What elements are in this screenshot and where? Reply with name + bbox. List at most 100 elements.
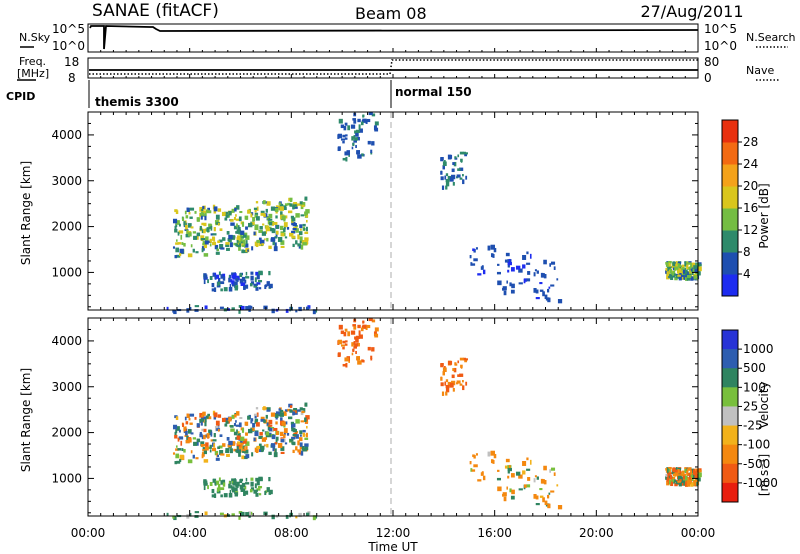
power-cell bbox=[201, 229, 204, 234]
power-cell bbox=[451, 168, 455, 173]
power-cell bbox=[250, 213, 253, 218]
power-cell bbox=[281, 215, 286, 220]
velocity-cell bbox=[270, 427, 275, 430]
velocity-colorbar: 1000 500 100 25 -25 -100 -500 -1000 bbox=[721, 329, 778, 503]
velocity-cell bbox=[261, 449, 264, 452]
velocity-cell bbox=[442, 371, 446, 376]
power-cell bbox=[670, 270, 676, 275]
velocity-cell bbox=[254, 431, 259, 437]
power-cell bbox=[686, 266, 692, 270]
velocity-cell bbox=[206, 433, 210, 439]
velocity-cell bbox=[181, 448, 184, 452]
power-colorbar: 4 8 12 16 20 24 28 bbox=[721, 119, 758, 297]
power-cell bbox=[542, 273, 545, 278]
velocity-cell bbox=[254, 418, 259, 422]
power-cell bbox=[276, 225, 279, 230]
velocity-cell bbox=[266, 443, 269, 448]
colorbar-segment bbox=[722, 274, 738, 297]
power-cell bbox=[242, 244, 246, 247]
velocity-cell bbox=[177, 437, 180, 442]
power-cell bbox=[280, 245, 285, 249]
power-cell bbox=[440, 176, 444, 181]
power-cell bbox=[344, 137, 348, 140]
power-cell bbox=[245, 226, 248, 230]
power-cell bbox=[239, 273, 243, 278]
power-cell bbox=[265, 201, 268, 204]
power-cell bbox=[231, 307, 235, 311]
velocity-cell bbox=[533, 494, 537, 499]
velocity-cell bbox=[203, 480, 208, 486]
power-cell bbox=[347, 125, 351, 131]
velocity-cell bbox=[289, 438, 294, 442]
velocity-cell bbox=[682, 475, 685, 480]
power-cell bbox=[245, 235, 250, 240]
power-cell bbox=[667, 267, 669, 273]
velocity-cell bbox=[473, 464, 478, 468]
power-cell bbox=[292, 202, 296, 207]
power-cell bbox=[235, 277, 239, 282]
velocity-cell bbox=[231, 441, 235, 446]
velocity-cell bbox=[526, 457, 529, 461]
velocity-cell bbox=[356, 342, 360, 347]
colorbar-segment bbox=[722, 252, 738, 275]
power-cell bbox=[258, 270, 263, 275]
velocity-cell bbox=[299, 446, 304, 450]
velocity-cell bbox=[175, 416, 179, 421]
velocity-cell bbox=[666, 480, 670, 486]
power-cell bbox=[539, 289, 544, 292]
velocity-panel-frame bbox=[87, 317, 699, 517]
velocity-cell bbox=[252, 422, 256, 428]
power-cell bbox=[534, 269, 537, 272]
power-cell bbox=[312, 309, 316, 315]
power-cell bbox=[177, 242, 182, 245]
power-cell bbox=[358, 124, 361, 130]
velocity-cell bbox=[244, 449, 249, 454]
power-cell bbox=[690, 264, 693, 269]
power-cell bbox=[233, 225, 238, 230]
power-cell bbox=[240, 230, 245, 235]
power-cell bbox=[236, 237, 241, 241]
power-cell bbox=[218, 281, 221, 285]
velocity-cell bbox=[254, 483, 257, 489]
velocity-cell bbox=[228, 440, 233, 446]
power-colorbar-label: Power [dB] bbox=[757, 183, 771, 248]
power-cell bbox=[677, 263, 680, 268]
velocity-cell bbox=[226, 437, 230, 441]
power-cell bbox=[256, 274, 260, 280]
power-cell bbox=[195, 251, 199, 254]
power-cell bbox=[264, 285, 267, 290]
velocity-cell bbox=[185, 421, 189, 425]
velocity-cell bbox=[300, 450, 304, 456]
power-cell bbox=[230, 222, 235, 226]
velocity-cell bbox=[304, 417, 307, 422]
velocity-cell bbox=[506, 486, 508, 490]
power-cell bbox=[175, 220, 180, 225]
velocity-cell bbox=[266, 487, 270, 492]
power-cell bbox=[236, 240, 239, 243]
velocity-cell bbox=[271, 514, 275, 520]
power-cell bbox=[305, 226, 308, 232]
power-cell bbox=[302, 242, 307, 246]
velocity-cell bbox=[677, 475, 683, 481]
velocity-cell bbox=[667, 472, 671, 477]
power-cell bbox=[473, 258, 478, 262]
velocity-cell bbox=[175, 448, 179, 451]
velocity-cell bbox=[254, 447, 259, 453]
velocity-cell bbox=[212, 439, 217, 442]
power-cell bbox=[228, 286, 233, 292]
power-cell bbox=[272, 241, 275, 246]
power-cell bbox=[515, 265, 521, 270]
velocity-cell bbox=[240, 436, 245, 441]
velocity-cell bbox=[253, 489, 258, 492]
power-cell bbox=[255, 216, 260, 221]
velocity-cell bbox=[202, 412, 205, 416]
power-cell bbox=[254, 277, 257, 283]
power-cell bbox=[343, 126, 347, 131]
velocity-cell bbox=[215, 480, 220, 485]
velocity-cell bbox=[222, 443, 226, 447]
velocity-cell bbox=[194, 416, 197, 420]
power-cell bbox=[223, 211, 229, 216]
power-cell bbox=[454, 156, 457, 159]
power-cell bbox=[247, 249, 249, 252]
velocity-cell bbox=[686, 477, 689, 483]
